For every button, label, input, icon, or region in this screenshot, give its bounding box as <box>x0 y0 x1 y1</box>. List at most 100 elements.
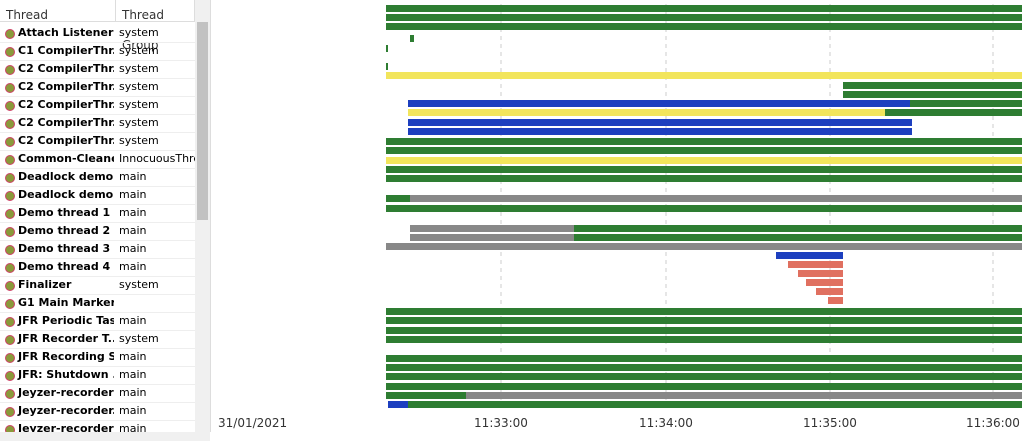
thread-group: main <box>119 350 147 363</box>
table-row[interactable]: JFR Recorder T... system <box>0 330 195 349</box>
thread-group: InnocuousThrea <box>119 152 197 165</box>
time-tick-label: 11:35:00 <box>803 416 857 430</box>
thread-group: system <box>119 332 159 345</box>
thread-icon <box>5 281 15 291</box>
thread-icon <box>5 155 15 165</box>
table-row[interactable]: G1 Main Marker <box>0 294 195 313</box>
thread-state-bar <box>386 355 1022 362</box>
thread-name: C2 CompilerThr... <box>18 116 114 129</box>
scrollbar-thumb[interactable] <box>197 22 208 220</box>
thread-state-bar <box>386 157 1022 164</box>
thread-icon <box>5 137 15 147</box>
table-row[interactable]: Demo thread 3 main <box>0 240 195 259</box>
thread-name: C2 CompilerThr... <box>18 134 114 147</box>
thread-state-bar <box>386 175 1022 182</box>
thread-state-bar <box>410 234 574 241</box>
thread-state-bar <box>910 100 1022 107</box>
thread-name: Demo thread 4 <box>18 260 111 273</box>
thread-group: system <box>119 44 159 57</box>
thread-icon <box>5 353 15 363</box>
thread-state-bar <box>574 234 1022 241</box>
thread-state-bar <box>410 225 574 232</box>
thread-state-bar <box>410 195 1022 202</box>
thread-state-bar <box>388 401 408 408</box>
table-row[interactable]: Finalizer system <box>0 276 195 295</box>
thread-state-bar <box>574 225 1022 232</box>
thread-icon <box>5 245 15 255</box>
thread-name: Demo thread 3 <box>18 242 111 255</box>
thread-icon <box>5 407 15 417</box>
table-row[interactable]: C2 CompilerThr... system <box>0 96 195 115</box>
thread-name: Attach Listener <box>18 26 114 39</box>
thread-state-bar <box>843 91 1022 98</box>
table-row[interactable]: Jeyzer-recorder main <box>0 384 195 403</box>
thread-name: Common-Cleaner <box>18 152 114 165</box>
thread-state-bar <box>386 364 1022 371</box>
table-row[interactable]: JFR Recording S... main <box>0 348 195 367</box>
table-row[interactable]: C1 CompilerThr... system <box>0 42 195 61</box>
thread-group: system <box>119 278 159 291</box>
thread-icon <box>5 83 15 93</box>
table-row[interactable]: C2 CompilerThr... system <box>0 132 195 151</box>
thread-group: main <box>119 206 147 219</box>
thread-name: Jeyzer-recorder <box>18 386 114 399</box>
table-row[interactable]: C2 CompilerThr... system <box>0 78 195 97</box>
table-row[interactable]: Attach Listener system <box>0 24 195 43</box>
table-row[interactable]: C2 CompilerThr... system <box>0 60 195 79</box>
thread-state-bar <box>816 288 843 295</box>
thread-state-bar <box>408 401 1022 408</box>
thread-table: Thread Thread Group Attach Listener syste… <box>0 0 211 432</box>
table-row[interactable]: JFR Periodic Tas... main <box>0 312 195 331</box>
thread-name: JFR Recorder T... <box>18 332 114 345</box>
thread-state-bar <box>386 72 1022 79</box>
table-row[interactable]: Common-Cleaner InnocuousThrea <box>0 150 197 169</box>
thread-icon <box>5 317 15 327</box>
column-header[interactable]: Thread <box>0 0 116 22</box>
table-row[interactable]: Demo thread 4 main <box>0 258 195 277</box>
thread-state-bar <box>386 63 388 70</box>
thread-name: JFR Periodic Tas... <box>18 314 114 327</box>
table-row[interactable]: Deadlock demo ... main <box>0 186 195 205</box>
thread-state-bar <box>408 119 912 126</box>
thread-icon <box>5 101 15 111</box>
thread-state-bar <box>386 392 466 399</box>
thread-name: Demo thread 1 <box>18 206 111 219</box>
thread-icon <box>5 191 15 201</box>
table-row[interactable]: C2 CompilerThr... system <box>0 114 195 133</box>
table-row[interactable]: Demo thread 1 main <box>0 204 195 223</box>
column-header[interactable]: Thread Group <box>116 0 195 52</box>
thread-name: Deadlock demo ... <box>18 188 114 201</box>
time-tick-label: 11:34:00 <box>639 416 693 430</box>
thread-state-bar <box>386 147 1022 154</box>
thread-group: main <box>119 386 147 399</box>
table-row[interactable]: Jeyzer-recorder... main <box>0 402 195 421</box>
thread-state-bar <box>386 23 1022 30</box>
thread-group: main <box>119 368 147 381</box>
thread-name: Finalizer <box>18 278 72 291</box>
time-tick-label: 11:36:00 <box>966 416 1020 430</box>
thread-icon <box>5 389 15 399</box>
thread-group: system <box>119 26 159 39</box>
thread-group: main <box>119 260 147 273</box>
table-row[interactable]: Deadlock demo ... main <box>0 168 195 187</box>
date-label: 31/01/2021 <box>218 416 287 430</box>
thread-icon <box>5 119 15 129</box>
thread-group: main <box>119 224 147 237</box>
thread-name: JFR: Shutdown ... <box>18 368 114 381</box>
thread-name: C2 CompilerThr... <box>18 62 114 75</box>
thread-state-bar <box>386 317 1022 324</box>
thread-state-bar <box>386 195 410 202</box>
thread-state-bar <box>828 297 843 304</box>
thread-state-bar <box>776 252 843 259</box>
thread-state-bar <box>386 327 1022 334</box>
thread-group: system <box>119 116 159 129</box>
thread-icon <box>5 173 15 183</box>
table-row[interactable]: Demo thread 2 main <box>0 222 195 241</box>
table-row[interactable]: JFR: Shutdown ... main <box>0 366 195 385</box>
horizontal-scrollbar[interactable] <box>0 432 210 441</box>
thread-icon <box>5 299 15 309</box>
thread-group: main <box>119 242 147 255</box>
table-row[interactable]: Jeyzer-recorder main <box>0 420 195 432</box>
